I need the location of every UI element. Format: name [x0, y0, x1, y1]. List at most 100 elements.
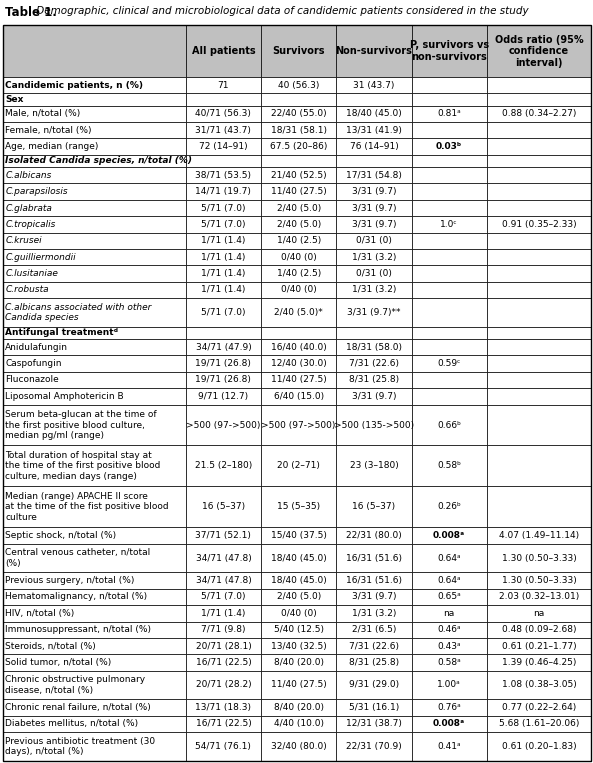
Text: 34/71 (47.8): 34/71 (47.8): [196, 576, 251, 585]
Bar: [261, 77, 336, 93]
Bar: [3, 638, 186, 655]
Bar: [487, 77, 591, 93]
Text: Previous antibiotic treatment (30
days), n/total (%): Previous antibiotic treatment (30 days),…: [5, 736, 155, 756]
Text: C.albicans associated with other
Candida species: C.albicans associated with other Candida…: [5, 303, 152, 322]
Bar: [3, 77, 186, 93]
Text: 1/71 (1.4): 1/71 (1.4): [201, 237, 246, 246]
Text: 18/40 (45.0): 18/40 (45.0): [346, 109, 402, 118]
Bar: [412, 404, 487, 446]
Bar: [412, 622, 487, 638]
Text: C.glabrata: C.glabrata: [5, 204, 52, 213]
Bar: [186, 622, 261, 638]
Bar: [186, 655, 261, 671]
Bar: [3, 404, 186, 446]
Text: P, survivors vs
non-survivors: P, survivors vs non-survivors: [410, 40, 489, 62]
Bar: [487, 372, 591, 388]
Text: 22/40 (55.0): 22/40 (55.0): [271, 109, 327, 118]
Text: C.robusta: C.robusta: [5, 285, 49, 295]
Bar: [261, 216, 336, 233]
Bar: [186, 282, 261, 298]
Bar: [186, 638, 261, 655]
Text: Table 1.: Table 1.: [5, 6, 56, 19]
Bar: [487, 589, 591, 605]
Bar: [186, 700, 261, 716]
Bar: [336, 93, 412, 106]
Bar: [261, 339, 336, 356]
Bar: [336, 446, 412, 487]
Text: 8/40 (20.0): 8/40 (20.0): [273, 703, 324, 712]
Bar: [261, 572, 336, 589]
Bar: [412, 77, 487, 93]
Text: 67.5 (20–86): 67.5 (20–86): [270, 142, 327, 151]
Bar: [3, 446, 186, 487]
Text: 72 (14–91): 72 (14–91): [199, 142, 248, 151]
Text: 37/71 (52.1): 37/71 (52.1): [196, 531, 251, 540]
Bar: [261, 282, 336, 298]
Bar: [336, 298, 412, 327]
Text: 2/40 (5.0): 2/40 (5.0): [276, 220, 321, 229]
Text: 16/40 (40.0): 16/40 (40.0): [271, 343, 327, 352]
Text: Anidulafungin: Anidulafungin: [5, 343, 68, 352]
Text: 0.41ᵃ: 0.41ᵃ: [437, 742, 461, 751]
Bar: [487, 106, 591, 122]
Text: 7/31 (22.6): 7/31 (22.6): [349, 359, 399, 368]
Bar: [261, 298, 336, 327]
Bar: [186, 716, 261, 732]
Bar: [487, 183, 591, 200]
Text: 38/71 (53.5): 38/71 (53.5): [196, 171, 251, 180]
Bar: [336, 356, 412, 372]
Bar: [412, 138, 487, 155]
Text: Odds ratio (95%
confidence
interval): Odds ratio (95% confidence interval): [495, 34, 584, 68]
Text: 0/40 (0): 0/40 (0): [280, 253, 317, 262]
Bar: [412, 339, 487, 356]
Bar: [487, 655, 591, 671]
Bar: [3, 605, 186, 622]
Bar: [186, 216, 261, 233]
Bar: [3, 388, 186, 404]
Text: 3/31 (9.7): 3/31 (9.7): [352, 187, 396, 196]
Text: 6/40 (15.0): 6/40 (15.0): [273, 392, 324, 401]
Bar: [186, 339, 261, 356]
Bar: [487, 249, 591, 266]
Text: 1/71 (1.4): 1/71 (1.4): [201, 253, 246, 262]
Text: 17/31 (54.8): 17/31 (54.8): [346, 171, 402, 180]
Bar: [412, 544, 487, 572]
Bar: [336, 544, 412, 572]
Bar: [261, 25, 336, 77]
Text: 0.43ᵃ: 0.43ᵃ: [437, 642, 461, 651]
Bar: [487, 388, 591, 404]
Text: 5/31 (16.1): 5/31 (16.1): [349, 703, 399, 712]
Text: 18/40 (45.0): 18/40 (45.0): [271, 576, 327, 585]
Text: 13/71 (18.3): 13/71 (18.3): [196, 703, 251, 712]
Bar: [487, 605, 591, 622]
Text: 1/31 (3.2): 1/31 (3.2): [352, 285, 396, 295]
Bar: [487, 200, 591, 216]
Bar: [186, 487, 261, 527]
Bar: [3, 589, 186, 605]
Bar: [261, 544, 336, 572]
Bar: [261, 487, 336, 527]
Text: 0.66ᵇ: 0.66ᵇ: [437, 420, 461, 430]
Text: 0.03ᵇ: 0.03ᵇ: [436, 142, 463, 151]
Bar: [336, 327, 412, 339]
Bar: [3, 233, 186, 249]
Bar: [261, 527, 336, 544]
Bar: [3, 487, 186, 527]
Text: Total duration of hospital stay at
the time of the first positive blood
culture,: Total duration of hospital stay at the t…: [5, 451, 161, 481]
Bar: [186, 183, 261, 200]
Bar: [261, 233, 336, 249]
Text: Survivors: Survivors: [272, 46, 325, 56]
Bar: [186, 404, 261, 446]
Bar: [336, 282, 412, 298]
Text: 5/40 (12.5): 5/40 (12.5): [273, 625, 324, 634]
Text: 12/40 (30.0): 12/40 (30.0): [271, 359, 327, 368]
Text: 4.07 (1.49–11.14): 4.07 (1.49–11.14): [499, 531, 579, 540]
Bar: [186, 266, 261, 282]
Bar: [487, 487, 591, 527]
Bar: [412, 572, 487, 589]
Text: 16 (5–37): 16 (5–37): [352, 502, 396, 511]
Text: 0/40 (0): 0/40 (0): [280, 285, 317, 295]
Bar: [186, 327, 261, 339]
Text: 31 (43.7): 31 (43.7): [353, 81, 394, 90]
Text: 0.26ᵇ: 0.26ᵇ: [437, 502, 461, 511]
